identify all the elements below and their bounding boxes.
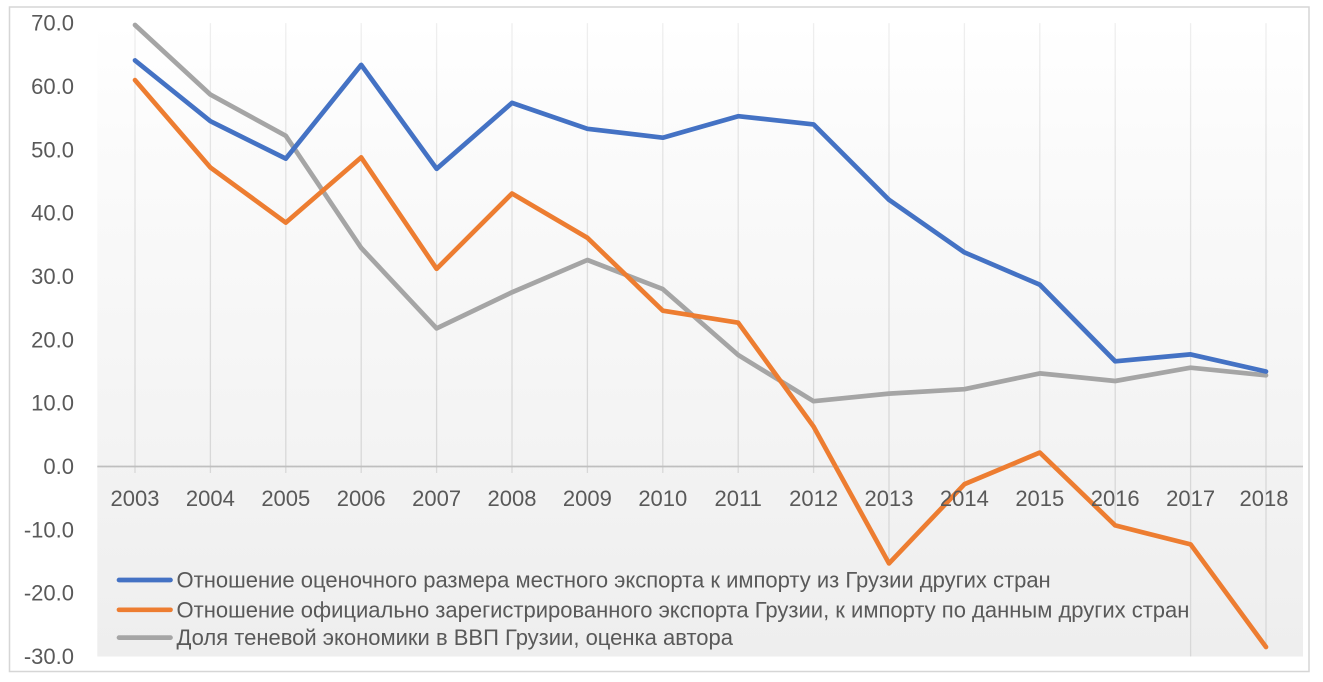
svg-text:2012: 2012 [789, 486, 838, 511]
svg-text:60.0: 60.0 [31, 74, 74, 99]
svg-text:Отношение официально зарегистр: Отношение официально зарегистрированного… [177, 597, 1190, 622]
svg-text:2005: 2005 [261, 486, 310, 511]
svg-text:2009: 2009 [563, 486, 612, 511]
svg-text:2015: 2015 [1015, 486, 1064, 511]
svg-text:-10.0: -10.0 [24, 517, 74, 542]
svg-text:2016: 2016 [1091, 486, 1140, 511]
svg-text:70.0: 70.0 [31, 11, 74, 36]
svg-text:2003: 2003 [111, 486, 160, 511]
svg-text:2004: 2004 [186, 486, 235, 511]
svg-text:30.0: 30.0 [31, 264, 74, 289]
svg-text:2007: 2007 [412, 486, 461, 511]
svg-text:10.0: 10.0 [31, 391, 74, 416]
svg-text:0.0: 0.0 [43, 454, 74, 479]
svg-text:20.0: 20.0 [31, 327, 74, 352]
svg-text:2013: 2013 [865, 486, 914, 511]
svg-text:Доля теневой экономики в ВВП Г: Доля теневой экономики в ВВП Грузии, оце… [177, 625, 734, 650]
svg-text:2006: 2006 [337, 486, 386, 511]
svg-text:40.0: 40.0 [31, 201, 74, 226]
svg-text:2018: 2018 [1240, 486, 1289, 511]
svg-text:2017: 2017 [1166, 486, 1215, 511]
svg-text:50.0: 50.0 [31, 137, 74, 162]
svg-text:-20.0: -20.0 [24, 581, 74, 606]
svg-text:Отношение оценочного размера м: Отношение оценочного размера местного эк… [177, 568, 1051, 593]
svg-text:2008: 2008 [488, 486, 537, 511]
svg-text:2014: 2014 [940, 486, 989, 511]
svg-text:2010: 2010 [638, 486, 687, 511]
svg-text:-30.0: -30.0 [24, 644, 74, 669]
svg-text:2011: 2011 [715, 486, 762, 511]
